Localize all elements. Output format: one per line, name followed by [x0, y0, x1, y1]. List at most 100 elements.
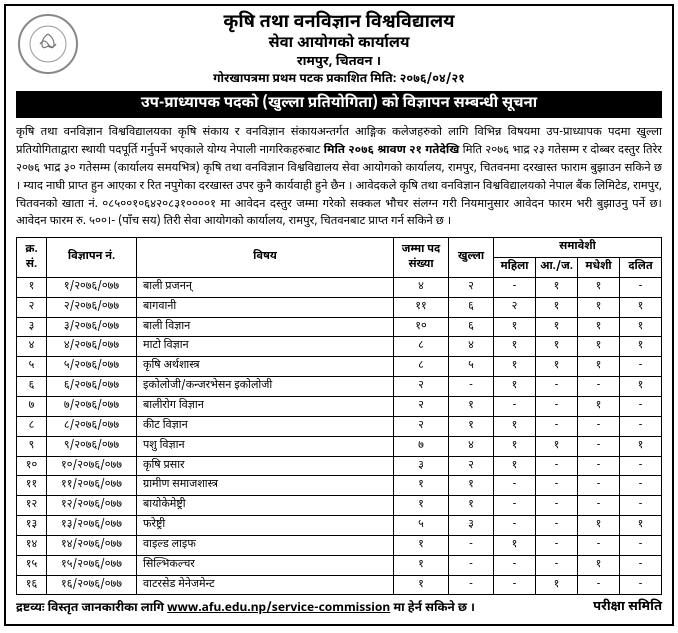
- th-open: खुल्ला: [449, 238, 494, 278]
- cell-dalit: -: [620, 496, 662, 516]
- cell-janajati: १: [536, 436, 578, 456]
- cell-madhesi: -: [578, 535, 620, 555]
- cell-female: -: [494, 555, 536, 575]
- table-row: ८८/२०७६/०७७कीट विज्ञान२११---: [17, 416, 662, 436]
- cell-subject: पशु विज्ञान: [137, 436, 394, 456]
- cell-madhesi: १: [578, 357, 620, 377]
- table-row: २२/२०७६/०७७बागवानी११६२१११: [17, 297, 662, 317]
- cell-open: -: [449, 377, 494, 397]
- cell-open: १: [449, 496, 494, 516]
- cell-janajati: -: [536, 496, 578, 516]
- cell-madhesi: १: [578, 397, 620, 417]
- cell-sn: ५: [17, 357, 47, 377]
- th-inclusive: समावेशी: [494, 238, 662, 258]
- cell-adv: ७/२०७६/०७७: [47, 397, 137, 417]
- table-row: १४१४/२०७६/०७७वाइल्ड लाइफ१-१---: [17, 535, 662, 555]
- footer-note: द्रष्टव्यः विस्तृत जानकारीका लागि www.af…: [16, 600, 475, 616]
- cell-dalit: १: [620, 337, 662, 357]
- th-subject: विषय: [137, 238, 394, 278]
- cell-subject: सिल्भिकल्चर: [137, 555, 394, 575]
- document-container: कृषि तथा वनविज्ञान विश्वविद्यालय सेवा आय…: [4, 4, 674, 626]
- cell-female: २: [494, 297, 536, 317]
- cell-sn: १: [17, 277, 47, 297]
- cell-adv: ५/२०७६/०७७: [47, 357, 137, 377]
- cell-madhesi: १: [578, 516, 620, 536]
- cell-total: ५: [394, 516, 449, 536]
- cell-dalit: -: [620, 535, 662, 555]
- cell-madhesi: -: [578, 377, 620, 397]
- table-row: ६६/२०७६/०७७इकोलोजी/कन्जरभेसन इकोलोजी२-१-…: [17, 377, 662, 397]
- cell-sn: ३: [17, 317, 47, 337]
- cell-adv: १४/२०७६/०७७: [47, 535, 137, 555]
- table-row: ४४/२०७६/०७७माटो विज्ञान८४११११: [17, 337, 662, 357]
- cell-janajati: -: [536, 397, 578, 417]
- cell-female: १: [494, 416, 536, 436]
- table-row: ७७/२०७६/०७७बालीरोग विज्ञान२१--१-: [17, 397, 662, 417]
- cell-female: १: [494, 535, 536, 555]
- notice-title-bar: उप-प्राध्यापक पदको (खुल्ला प्रतियोगिता) …: [16, 91, 662, 118]
- cell-janajati: १: [536, 357, 578, 377]
- cell-sn: ९: [17, 436, 47, 456]
- body-bold-date: मिति २०७६ श्रावण २१ गतेदेखि: [324, 143, 460, 158]
- cell-total: ८: [394, 357, 449, 377]
- cell-dalit: -: [620, 416, 662, 436]
- cell-total: ७: [394, 436, 449, 456]
- cell-adv: ८/२०७६/०७७: [47, 416, 137, 436]
- cell-female: १: [494, 436, 536, 456]
- cell-subject: बागवानी: [137, 297, 394, 317]
- th-total: जम्मा पद संख्या: [394, 238, 449, 278]
- cell-total: १: [394, 555, 449, 575]
- cell-female: १: [494, 377, 536, 397]
- cell-open: ६: [449, 297, 494, 317]
- table-row: १६१६/२०७६/०७७वाटरसेड मेनेजमेन्ट१--१--: [17, 575, 662, 595]
- signature: परीक्षा समिति: [593, 599, 662, 616]
- cell-adv: ३/२०७६/०७७: [47, 317, 137, 337]
- cell-janajati: -: [536, 416, 578, 436]
- cell-open: ४: [449, 436, 494, 456]
- cell-adv: १०/२०७६/०७७: [47, 456, 137, 476]
- cell-total: ३: [394, 456, 449, 476]
- cell-sn: १२: [17, 496, 47, 516]
- cell-dalit: -: [620, 476, 662, 496]
- cell-dalit: -: [620, 357, 662, 377]
- cell-open: ३: [449, 516, 494, 536]
- th-adv: विज्ञापन नं.: [47, 238, 137, 278]
- th-madhesi: मधेशी: [578, 258, 620, 278]
- cell-subject: ग्रामीण समाजशास्त्र: [137, 476, 394, 496]
- table-row: १०१०/२०७६/०७७कृषि प्रसार३२१---: [17, 456, 662, 476]
- cell-subject: कृषि प्रसार: [137, 456, 394, 476]
- cell-janajati: -: [536, 516, 578, 536]
- table-row: ९९/२०७६/०७७पशु विज्ञान७४११-१: [17, 436, 662, 456]
- footer-note-prefix: द्रष्टव्यः विस्तृत जानकारीका लागि: [16, 600, 167, 616]
- cell-subject: बाली प्रजनन्: [137, 277, 394, 297]
- cell-janajati: -: [536, 535, 578, 555]
- cell-open: २: [449, 277, 494, 297]
- cell-subject: बायोकेमेष्ट्री: [137, 496, 394, 516]
- cell-sn: ८: [17, 416, 47, 436]
- cell-open: -: [449, 575, 494, 595]
- cell-subject: फरेष्ट्री: [137, 516, 394, 536]
- cell-janajati: १: [536, 297, 578, 317]
- cell-female: -: [494, 476, 536, 496]
- cell-female: -: [494, 397, 536, 417]
- footer-url-link[interactable]: www.afu.edu.np/service-commission: [167, 600, 390, 616]
- cell-female: १: [494, 317, 536, 337]
- cell-total: २: [394, 416, 449, 436]
- cell-female: -: [494, 575, 536, 595]
- cell-total: १: [394, 476, 449, 496]
- cell-adv: ९/२०७६/०७७: [47, 436, 137, 456]
- cell-adv: १६/२०७६/०७७: [47, 575, 137, 595]
- cell-total: १०: [394, 317, 449, 337]
- cell-madhesi: -: [578, 476, 620, 496]
- cell-dalit: -: [620, 456, 662, 476]
- cell-janajati: -: [536, 377, 578, 397]
- cell-adv: १३/२०७६/०७७: [47, 516, 137, 536]
- cell-adv: १५/२०७६/०७७: [47, 555, 137, 575]
- cell-madhesi: -: [578, 575, 620, 595]
- cell-total: १: [394, 535, 449, 555]
- cell-dalit: -: [620, 397, 662, 417]
- cell-sn: १६: [17, 575, 47, 595]
- cell-janajati: १: [536, 317, 578, 337]
- cell-open: १: [449, 397, 494, 417]
- cell-open: २: [449, 456, 494, 476]
